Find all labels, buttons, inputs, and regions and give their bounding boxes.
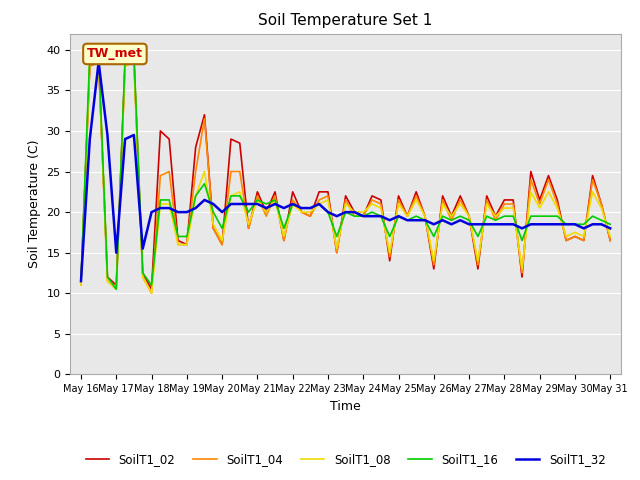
- Text: TW_met: TW_met: [87, 48, 143, 60]
- X-axis label: Time: Time: [330, 400, 361, 413]
- Y-axis label: Soil Temperature (C): Soil Temperature (C): [28, 140, 41, 268]
- Legend: SoilT1_02, SoilT1_04, SoilT1_08, SoilT1_16, SoilT1_32: SoilT1_02, SoilT1_04, SoilT1_08, SoilT1_…: [81, 448, 611, 471]
- Title: Soil Temperature Set 1: Soil Temperature Set 1: [259, 13, 433, 28]
